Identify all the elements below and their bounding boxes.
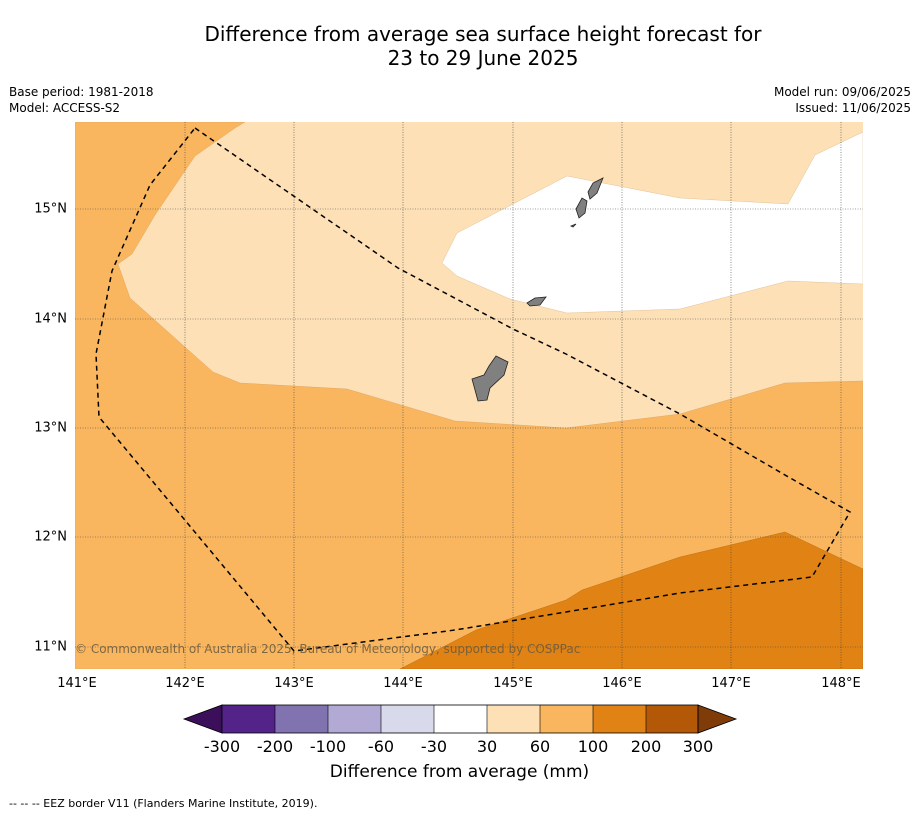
lat-label-14n: 14°N bbox=[34, 311, 67, 327]
colorbar bbox=[182, 704, 738, 734]
island-saipan bbox=[587, 177, 604, 200]
lon-label-145e: 145°E bbox=[493, 676, 533, 691]
colorbar-tick: 300 bbox=[682, 737, 714, 756]
eez-footnote: -- -- -- EEZ border V11 (Flanders Marine… bbox=[9, 797, 318, 810]
lon-label-146e: 146°E bbox=[602, 676, 642, 691]
band-neutral bbox=[441, 131, 863, 314]
colorbar-tick: 200 bbox=[630, 737, 662, 756]
lat-label-12n: 12°N bbox=[34, 529, 67, 545]
colorbar-extend-max bbox=[697, 704, 738, 734]
band-60-100 bbox=[75, 122, 863, 669]
colorbar-tick: -100 bbox=[309, 737, 347, 756]
lat-label-11n: 11°N bbox=[34, 639, 67, 655]
island-guam bbox=[471, 355, 509, 402]
lon-label-144e: 144°E bbox=[383, 676, 423, 691]
lat-label-15n: 15°N bbox=[34, 201, 67, 217]
island-rota bbox=[526, 296, 547, 307]
islands bbox=[471, 177, 604, 402]
graticule bbox=[75, 122, 863, 669]
colorbar-seg-3 bbox=[328, 705, 381, 733]
colorbar-seg-4 bbox=[381, 705, 434, 733]
colorbar-seg-2 bbox=[275, 705, 328, 733]
colorbar-tick: 100 bbox=[577, 737, 609, 756]
colorbar-tick: -60 bbox=[367, 737, 395, 756]
lon-label-141e: 141°E bbox=[57, 676, 97, 691]
lon-label-148e: 148°E bbox=[821, 676, 861, 691]
colorbar-seg-5 bbox=[434, 705, 487, 733]
colorbar-tick: -300 bbox=[203, 737, 241, 756]
meta-left: Base period: 1981-2018 Model: ACCESS-S2 bbox=[9, 84, 154, 116]
island-tinian bbox=[575, 197, 588, 219]
colorbar-extend-min bbox=[182, 704, 223, 734]
meta-right: Model run: 09/06/2025 Issued: 11/06/2025 bbox=[774, 84, 911, 116]
title-line-1: Difference from average sea surface heig… bbox=[204, 22, 762, 46]
colorbar-seg-9 bbox=[646, 705, 698, 733]
map-area bbox=[75, 122, 863, 669]
colorbar-seg-7 bbox=[540, 705, 593, 733]
issued-date: Issued: 11/06/2025 bbox=[795, 101, 911, 115]
colorbar-seg-1 bbox=[222, 705, 275, 733]
lon-label-147e: 147°E bbox=[711, 676, 751, 691]
colorbar-seg-8 bbox=[593, 705, 646, 733]
lat-label-13n: 13°N bbox=[34, 420, 67, 436]
island-aguijan bbox=[570, 223, 577, 228]
colorbar-tick: 30 bbox=[476, 737, 498, 756]
copyright-notice: © Commonwealth of Australia 2025, Bureau… bbox=[75, 642, 581, 656]
colorbar-tick: -200 bbox=[256, 737, 294, 756]
model-run: Model run: 09/06/2025 bbox=[773, 85, 911, 99]
colorbar-seg-6 bbox=[487, 705, 540, 733]
lon-label-142e: 142°E bbox=[165, 676, 205, 691]
colorbar-tick: -30 bbox=[420, 737, 448, 756]
model-name: Model: ACCESS-S2 bbox=[9, 101, 121, 115]
eez-border bbox=[95, 126, 852, 652]
lon-label-143e: 143°E bbox=[274, 676, 314, 691]
title-line-2: 23 to 29 June 2025 bbox=[387, 46, 579, 70]
colorbar-title: Difference from average (mm) bbox=[329, 762, 590, 782]
colorbar-tick: 60 bbox=[529, 737, 551, 756]
base-period: Base period: 1981-2018 bbox=[9, 85, 154, 99]
page-title: Difference from average sea surface heig… bbox=[0, 22, 919, 70]
